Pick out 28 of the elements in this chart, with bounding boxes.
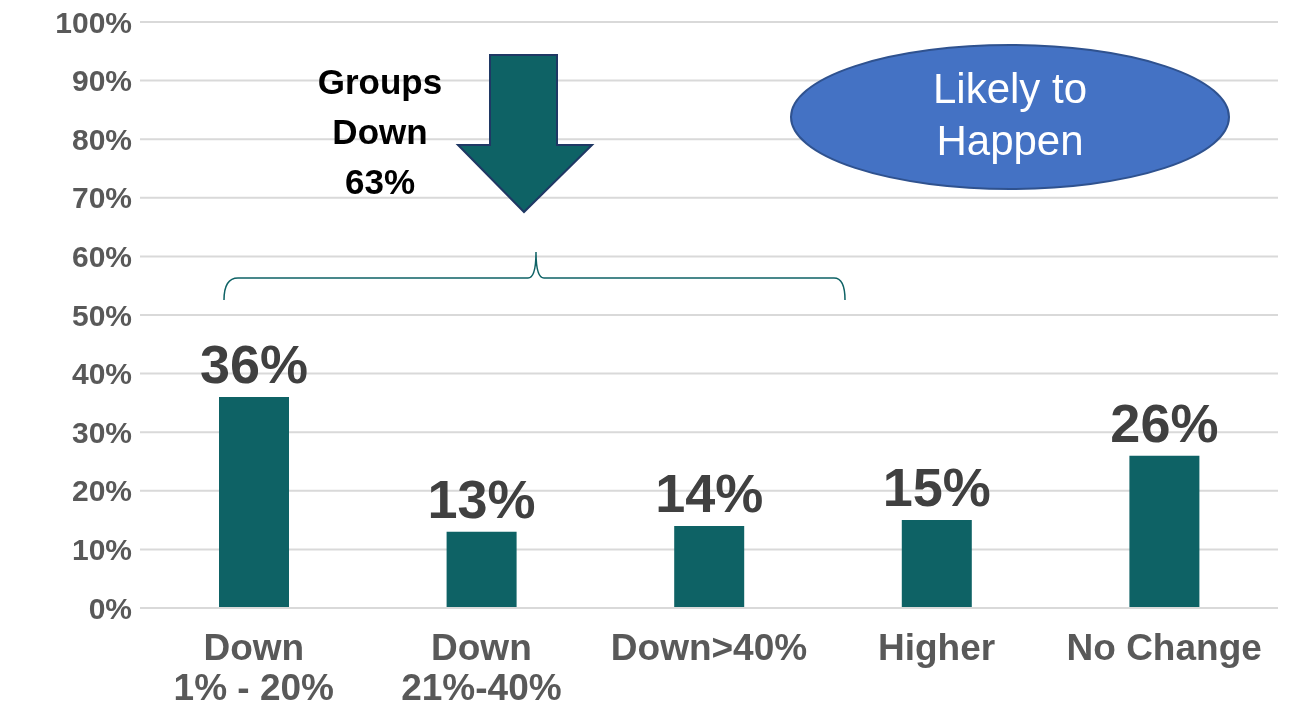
y-tick-label: 20%	[71, 474, 132, 508]
bar	[901, 520, 972, 608]
y-tick-label: 40%	[71, 357, 132, 391]
x-tick-label: Down 21%-40%	[401, 627, 562, 708]
data-label: 13%	[427, 468, 536, 529]
annotation: Groups Down 63%	[317, 62, 443, 201]
bar	[446, 531, 517, 608]
y-tick-label: 10%	[71, 533, 132, 567]
annotation: Likely to Happen	[932, 65, 1088, 164]
y-tick-label: 80%	[71, 122, 132, 156]
y-tick-label: 50%	[71, 298, 132, 332]
y-tick-label: 30%	[71, 415, 132, 449]
bar	[219, 397, 289, 608]
x-tick-label: Down 1% - 20%	[173, 627, 335, 708]
bar	[674, 525, 745, 608]
data-label: 15%	[882, 457, 991, 518]
x-tick-label: Higher	[878, 627, 996, 668]
data-label: 26%	[1110, 392, 1219, 453]
x-tick-label: No Change	[1066, 627, 1262, 668]
y-tick-label: 60%	[71, 240, 132, 274]
x-tick-label: Down>40%	[610, 627, 808, 668]
y-tick-label: 70%	[71, 181, 132, 215]
data-label: 14%	[655, 462, 764, 523]
bar	[1129, 455, 1200, 608]
data-label: 36%	[199, 334, 309, 395]
y-tick-label: 0%	[88, 591, 132, 625]
y-tick-label: 90%	[71, 64, 132, 98]
y-tick-label: 100%	[55, 5, 132, 39]
